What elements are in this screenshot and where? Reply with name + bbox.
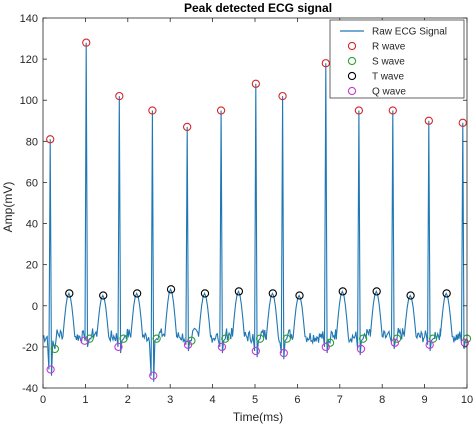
marker-q-wave — [460, 338, 470, 347]
x-tick-label: 10 — [461, 394, 473, 406]
marker-r-wave — [388, 106, 397, 115]
marker-t-wave — [99, 291, 108, 300]
marker-q-wave — [279, 348, 288, 358]
marker-r-wave — [216, 106, 226, 115]
y-tick-label: 100 — [20, 95, 38, 107]
y-tick-label: 120 — [20, 54, 38, 66]
marker-t-wave — [406, 291, 415, 300]
marker-t-wave — [442, 289, 451, 298]
x-tick-label: 4 — [210, 394, 216, 406]
marker-r-wave — [278, 91, 287, 101]
y-tick-label: 60 — [26, 177, 38, 189]
legend-label-t-wave: T wave — [372, 72, 404, 83]
marker-r-wave — [82, 38, 91, 47]
marker-q-wave — [390, 338, 400, 347]
marker-s-wave — [85, 334, 94, 343]
marker-q-wave — [321, 342, 330, 352]
marker-t-wave — [166, 285, 176, 294]
marker-s-wave — [119, 334, 128, 343]
marker-r-wave — [46, 135, 55, 144]
legend-label-raw-ecg-signal: Raw ECG Signal — [372, 27, 447, 38]
marker-s-wave — [255, 334, 265, 343]
marker-q-wave — [46, 365, 55, 374]
legend-label-s-wave: S wave — [372, 57, 405, 68]
marker-s-wave — [428, 334, 438, 343]
marker-t-wave — [65, 289, 74, 298]
marker-r-wave — [458, 118, 467, 127]
marker-s-wave — [282, 334, 291, 343]
legend-label-r-wave: R wave — [372, 42, 406, 53]
x-tick-label: 3 — [167, 394, 173, 406]
marker-r-wave — [424, 116, 433, 125]
y-tick-label: 40 — [26, 219, 38, 231]
x-tick-label: 8 — [379, 394, 385, 406]
marker-t-wave — [372, 287, 381, 296]
marker-s-wave — [358, 334, 368, 343]
y-tick-label: 20 — [26, 260, 38, 272]
marker-r-wave — [148, 106, 157, 115]
marker-q-wave — [149, 371, 158, 380]
marker-t-wave — [234, 287, 244, 296]
x-tick-label: 9 — [422, 394, 428, 406]
marker-q-wave — [425, 340, 434, 349]
x-tick-label: 1 — [82, 394, 88, 406]
marker-r-wave — [251, 79, 260, 88]
y-tick-label: 0 — [32, 301, 38, 313]
legend-swatch-s-wave — [347, 56, 357, 66]
chart-title: Peak detected ECG signal — [184, 1, 332, 15]
x-tick-label: 5 — [252, 394, 258, 406]
y-tick-label: -40 — [22, 383, 38, 395]
x-tick-label: 7 — [337, 394, 343, 406]
marker-t-wave — [268, 289, 277, 298]
marker-t-wave — [200, 289, 210, 298]
marker-s-wave — [152, 334, 161, 343]
legend-swatch-r-wave — [347, 41, 357, 51]
marker-q-wave — [356, 344, 366, 354]
y-axis-label: Amp(mV) — [1, 182, 15, 233]
marker-s-wave — [221, 334, 230, 343]
marker-q-wave — [217, 342, 227, 352]
marker-t-wave — [132, 289, 142, 298]
marker-q-wave — [114, 342, 123, 352]
marker-q-wave — [251, 346, 260, 356]
marker-s-wave — [325, 338, 335, 347]
x-axis-label: Time(ms) — [233, 410, 283, 424]
marker-q-wave — [183, 340, 193, 349]
marker-r-wave — [183, 122, 192, 132]
series-line-raw-ecg — [43, 42, 467, 382]
legend-swatch-q-wave — [347, 86, 357, 96]
x-tick-label: 6 — [294, 394, 300, 406]
legend-box — [329, 19, 465, 99]
y-tick-label: 80 — [26, 136, 38, 148]
marker-r-wave — [115, 91, 124, 101]
marker-s-wave — [50, 344, 60, 354]
marker-s-wave — [392, 334, 402, 343]
legend-label-q-wave: Q wave — [372, 87, 406, 98]
x-tick-label: 0 — [40, 394, 46, 406]
marker-t-wave — [338, 287, 347, 296]
y-tick-label: 140 — [20, 13, 38, 25]
legend-swatch-t-wave — [347, 71, 357, 81]
marker-r-wave — [354, 106, 364, 115]
x-tick-label: 2 — [125, 394, 131, 406]
y-tick-label: -20 — [22, 342, 38, 354]
marker-q-wave — [80, 336, 89, 345]
marker-t-wave — [295, 291, 304, 300]
marker-r-wave — [321, 59, 330, 68]
